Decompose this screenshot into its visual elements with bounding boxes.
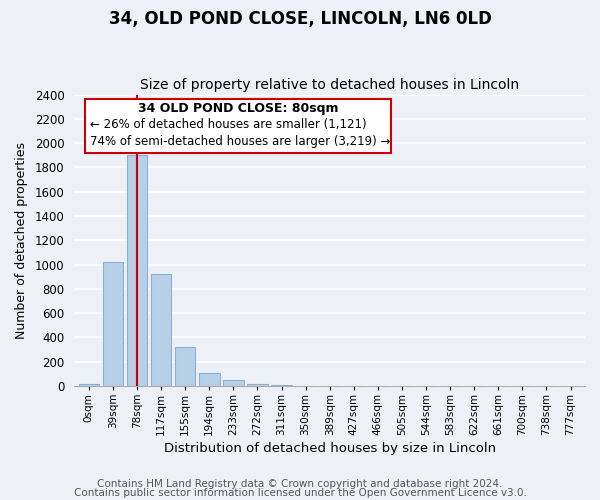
- Y-axis label: Number of detached properties: Number of detached properties: [15, 142, 28, 339]
- Text: Contains HM Land Registry data © Crown copyright and database right 2024.: Contains HM Land Registry data © Crown c…: [97, 479, 503, 489]
- FancyBboxPatch shape: [85, 99, 391, 153]
- Bar: [223, 380, 244, 386]
- Bar: [151, 274, 172, 386]
- Text: 74% of semi-detached houses are larger (3,219) →: 74% of semi-detached houses are larger (…: [90, 136, 390, 148]
- Text: Contains public sector information licensed under the Open Government Licence v3: Contains public sector information licen…: [74, 488, 526, 498]
- Text: ← 26% of detached houses are smaller (1,121): ← 26% of detached houses are smaller (1,…: [90, 118, 367, 131]
- Bar: [103, 262, 123, 386]
- Bar: [127, 156, 147, 386]
- Bar: [247, 384, 268, 386]
- Text: 34, OLD POND CLOSE, LINCOLN, LN6 0LD: 34, OLD POND CLOSE, LINCOLN, LN6 0LD: [109, 10, 491, 28]
- Title: Size of property relative to detached houses in Lincoln: Size of property relative to detached ho…: [140, 78, 519, 92]
- Bar: [175, 347, 196, 386]
- Bar: [199, 373, 220, 386]
- Bar: [79, 384, 99, 386]
- X-axis label: Distribution of detached houses by size in Lincoln: Distribution of detached houses by size …: [164, 442, 496, 455]
- Text: 34 OLD POND CLOSE: 80sqm: 34 OLD POND CLOSE: 80sqm: [137, 102, 338, 115]
